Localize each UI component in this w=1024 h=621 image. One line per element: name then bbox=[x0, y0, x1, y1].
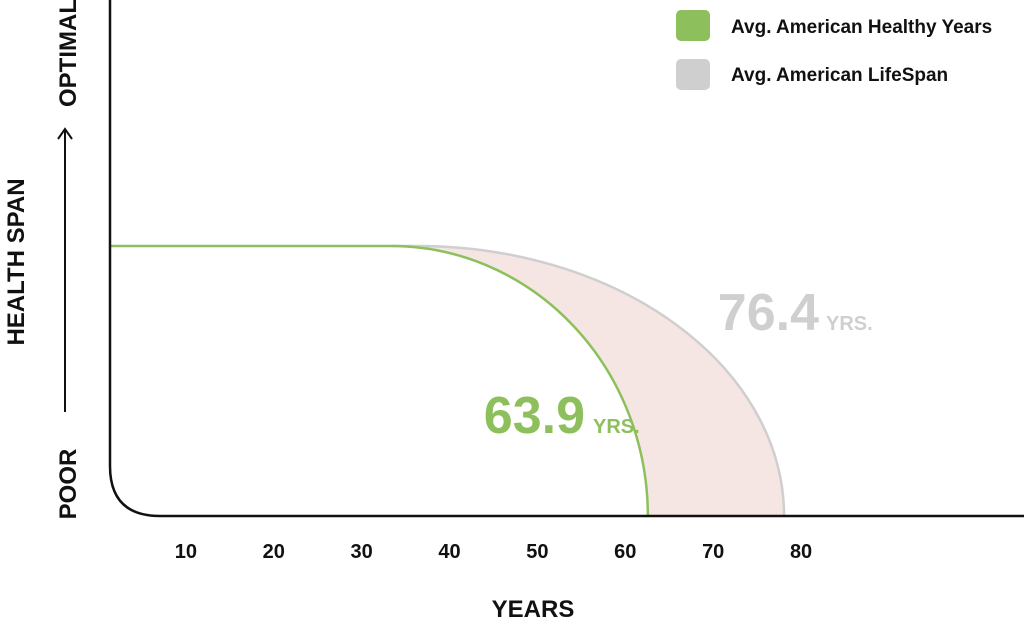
y-bottom-label: POOR bbox=[55, 449, 82, 520]
x-tick-label: 50 bbox=[526, 541, 548, 563]
y-top-label: OPTIMAL bbox=[55, 0, 82, 107]
legend-label-healthy: Avg. American Healthy Years bbox=[731, 17, 992, 38]
gap-area bbox=[391, 246, 785, 516]
healthy-curve bbox=[110, 244, 650, 517]
lifespan-annotation: 76.4 YRS. bbox=[718, 284, 873, 342]
legend-item-healthy: Avg. American Healthy Years bbox=[676, 10, 992, 41]
legend-item-lifespan: Avg. American LifeSpan bbox=[676, 59, 948, 90]
x-tick-label: 80 bbox=[790, 541, 812, 563]
x-tick-label: 60 bbox=[614, 541, 636, 563]
x-tick-label: 30 bbox=[351, 541, 373, 563]
legend-swatch-healthy bbox=[676, 10, 710, 41]
x-tick-label: 20 bbox=[263, 541, 285, 563]
healthy-annotation-value: 63.9 bbox=[484, 387, 585, 445]
lifespan-annotation-value: 76.4 bbox=[718, 284, 819, 342]
x-ticks: 10 20 30 40 50 60 70 80 bbox=[175, 541, 812, 563]
legend-label-lifespan: Avg. American LifeSpan bbox=[731, 65, 948, 86]
x-axis-title: YEARS bbox=[492, 596, 575, 621]
x-tick-label: 40 bbox=[438, 541, 460, 563]
healthy-annotation-unit: YRS. bbox=[593, 416, 640, 438]
legend-swatch-lifespan bbox=[676, 59, 710, 90]
x-tick-label: 10 bbox=[175, 541, 197, 563]
lifespan-annotation-unit: YRS. bbox=[826, 313, 873, 335]
chart-axes bbox=[108, 0, 1024, 518]
healthy-annotation: 63.9 YRS. bbox=[484, 387, 640, 445]
lifespan-curve bbox=[391, 244, 786, 517]
y-arrow-icon bbox=[57, 127, 73, 412]
x-tick-label: 70 bbox=[702, 541, 724, 563]
y-axis-title: HEALTH SPAN bbox=[3, 178, 30, 345]
legend: Avg. American Healthy Years Avg. America… bbox=[676, 10, 992, 90]
